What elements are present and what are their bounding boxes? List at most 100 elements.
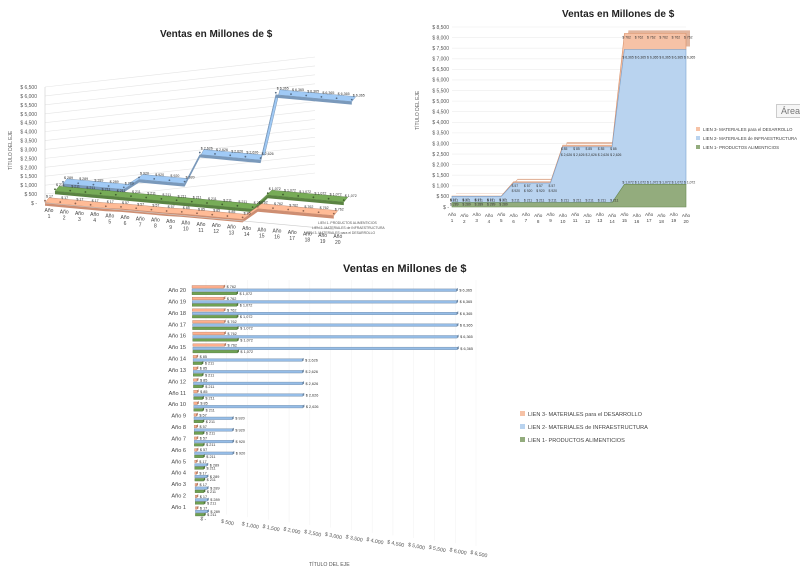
chart1-point xyxy=(54,188,56,191)
chart1-point xyxy=(107,185,110,187)
chart1-data-label: $ 85 xyxy=(198,207,205,211)
chart1-point xyxy=(92,183,95,186)
chart3-data-label: $ 85 xyxy=(200,355,207,359)
chart1-data-label: $ 211 xyxy=(132,190,141,194)
chart3-ytick: Año 15 xyxy=(168,345,186,351)
chart3-bar xyxy=(192,338,238,342)
chart1-data-label: $ 1,072 xyxy=(299,190,311,194)
chart3-bar-side xyxy=(197,401,199,405)
chart1-data-label: $ 211 xyxy=(102,187,111,191)
chart3-data-label: $ 17 xyxy=(200,483,207,487)
chart3-data-label: $ 6,365 xyxy=(460,347,473,351)
chart2-data-label: $ 85 xyxy=(573,147,580,151)
chart1-point xyxy=(335,97,338,100)
chart3-bar xyxy=(193,385,203,389)
chart3-data-label: $ 85 xyxy=(200,390,207,394)
chart3-bar-side xyxy=(206,462,209,467)
chart3-bar xyxy=(192,315,238,319)
chart1-point xyxy=(150,208,153,211)
chart3-bar xyxy=(194,486,208,490)
chart3-bar xyxy=(194,489,204,493)
chart3-data-label: $ 920 xyxy=(235,417,245,421)
chart3-bar-side xyxy=(456,288,458,292)
chart3-ytick: Año 7 xyxy=(171,436,186,442)
chart3-bar-side xyxy=(202,372,204,377)
chart2-xtick-num: 7 xyxy=(525,218,528,223)
chart2-legend-text: LIEN 2- MATERIALES de INFRAESTRUCTURA xyxy=(703,136,797,141)
chart3-bar-side xyxy=(203,489,206,493)
chart3-data-label: $ 289 xyxy=(210,487,220,491)
chart2-data-label: $ 1,072 xyxy=(635,180,646,184)
chart2-data-label: $ 2,626 xyxy=(610,153,621,157)
chart1-xtick-num: 7 xyxy=(139,222,142,228)
chart2-data-label: $ 920 xyxy=(512,189,521,193)
chart3-data-label: $ 85 xyxy=(200,402,207,406)
chart1-point xyxy=(99,192,102,195)
chart1-point xyxy=(259,157,262,159)
chart1-xtick: Año xyxy=(333,234,342,240)
chart1-xtick-num: 3 xyxy=(78,217,81,223)
chart1-point xyxy=(206,202,208,204)
chart2-data-label: $ 762 xyxy=(635,35,644,39)
chart3-data-label: $ 211 xyxy=(207,501,216,505)
chart1-gridline xyxy=(44,110,316,141)
chart1-data-label: $ 211 xyxy=(162,193,171,197)
chart3-bar xyxy=(194,466,204,470)
chart3-ytick: Año 16 xyxy=(168,334,186,340)
chart3-data-label: $ 289 xyxy=(210,475,220,479)
chart1-data-label: $ 211 xyxy=(238,200,247,204)
chart3-data-label: $ 762 xyxy=(227,320,237,324)
chart1-data-label: $ 17 xyxy=(76,197,83,201)
chart1-point xyxy=(160,197,163,200)
chart2-ytick: $ 1,500 xyxy=(432,173,449,179)
chart1-ytick: $ 3,000 xyxy=(20,147,37,153)
chart1-point xyxy=(229,154,232,157)
chart3-data-label: $ 1,072 xyxy=(240,327,253,331)
chart1-point xyxy=(62,180,64,183)
chart2-data-label: $ 289 xyxy=(487,202,496,206)
chart1-data-label: $ 6,365 xyxy=(338,92,350,96)
chart3-data-label: $ 17 xyxy=(199,472,206,476)
chart3-bar-side xyxy=(224,342,227,347)
chart3-bar-side xyxy=(456,311,459,315)
chart3-bar-side xyxy=(196,377,199,382)
chart1-gridline xyxy=(44,74,316,106)
chart3-bar xyxy=(193,390,198,394)
chart3-data-label: $ 762 xyxy=(227,308,237,312)
chart3-bar xyxy=(195,506,198,510)
chart1-point xyxy=(175,199,178,202)
chart1-point xyxy=(77,182,80,185)
chart2-xtick-num: 4 xyxy=(488,219,491,224)
chart1-point xyxy=(266,192,269,195)
chart3-bar-side xyxy=(203,465,205,470)
chart3-bar-side xyxy=(196,424,199,428)
chart2-xtick-num: 20 xyxy=(683,219,689,224)
chart2-xtick: Año xyxy=(571,212,580,217)
chart3-data-label: $ 211 xyxy=(205,385,214,389)
chart2-data-label: $ 1,072 xyxy=(672,180,683,184)
chart1-depth-label: LIEN 2- MATERIALES de INFRAESTRUCTURA xyxy=(312,226,385,230)
chart3-data-label: $ 762 xyxy=(227,285,237,289)
chart1-data-label: $ 762 xyxy=(259,201,268,205)
chart3-data-label: $ 762 xyxy=(227,297,237,301)
chart3-bar-side xyxy=(302,357,304,362)
chart1-ytick: $ 2,500 xyxy=(20,156,37,162)
chart2-xtick-num: 10 xyxy=(560,219,566,224)
chart2-ytick: $ 4,500 xyxy=(432,110,449,116)
chart1-point xyxy=(241,216,244,219)
chart1-xtick: Año xyxy=(75,211,84,217)
chart1-gridline xyxy=(44,92,316,123)
chart3-bar xyxy=(193,413,197,417)
chart3-bar xyxy=(191,291,237,295)
chart1-xtick-num: 17 xyxy=(289,236,295,242)
chart2-data-label: $ 920 xyxy=(549,189,558,193)
chart2-xtick-num: 14 xyxy=(610,219,616,224)
area-tooltip: Área xyxy=(776,104,800,118)
chart2-data-label: $ 289 xyxy=(450,202,459,206)
chart1-point xyxy=(305,94,308,97)
chart2-xtick: Año xyxy=(596,212,605,217)
chart1-point xyxy=(89,203,92,206)
chart3-bar-side xyxy=(224,319,226,324)
chart1-xtick-num: 16 xyxy=(274,235,280,241)
